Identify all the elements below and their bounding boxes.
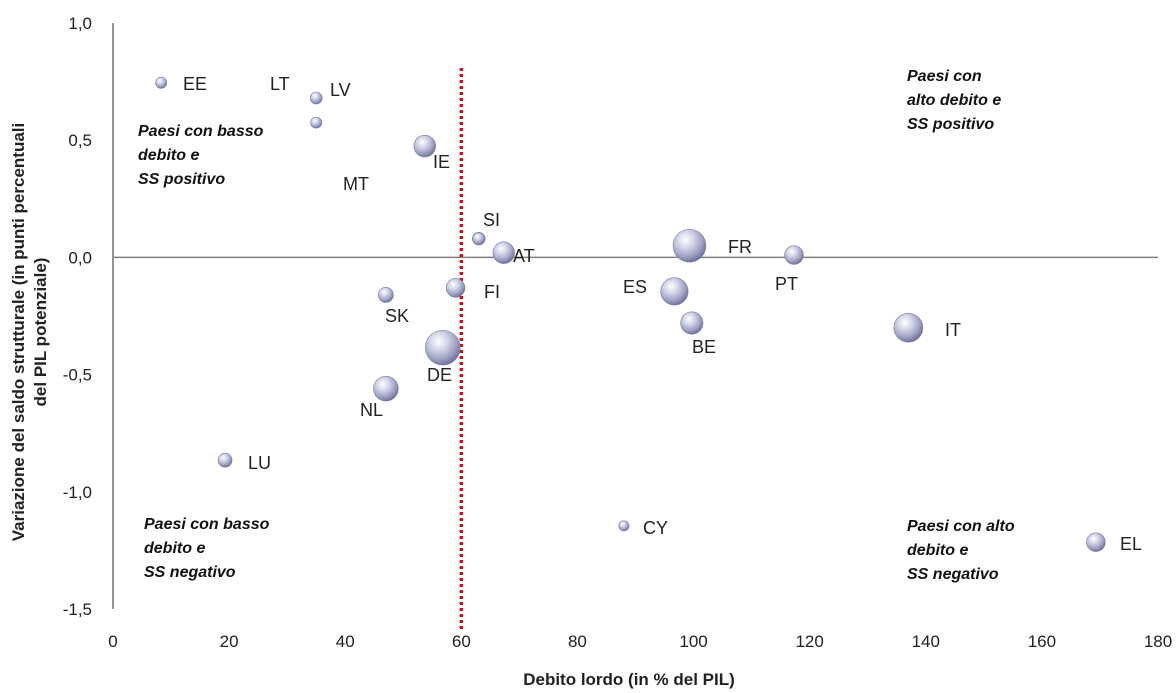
point-label-fr: FR <box>728 237 752 257</box>
bubble-nl <box>373 375 399 402</box>
point-label-es: ES <box>623 277 647 297</box>
bubble-at <box>492 241 515 264</box>
quadrant-annotation: Paesi con alto debito e SS negativo <box>907 518 1015 583</box>
x-tick-label: 140 <box>912 632 940 651</box>
x-axis-title: Debito lordo (in % del PIL) <box>523 670 735 689</box>
bubble-lv <box>309 91 323 105</box>
point-label-ie: IE <box>433 152 450 172</box>
y-tick-label: -0,5 <box>63 366 92 385</box>
x-tick-label: 180 <box>1144 632 1172 651</box>
bubble-de <box>425 329 461 366</box>
quadrant-annotation-line: SS positivo <box>907 116 994 133</box>
x-tick-label: 60 <box>452 632 471 651</box>
point-label-de: DE <box>427 365 452 385</box>
point-label-mt: MT <box>343 174 369 194</box>
bubble-fi <box>445 278 466 298</box>
point-label-lu: LU <box>248 453 271 473</box>
y-axis-title: Variazione del saldo strutturale (in pun… <box>9 123 50 541</box>
y-tick-label: 0,5 <box>68 131 92 150</box>
bubble-fr <box>672 228 707 263</box>
bubble-cy <box>618 520 630 532</box>
quadrant-annotation-line: Paesi con basso <box>144 516 270 533</box>
bubble-es <box>660 277 689 306</box>
quadrant-annotation-line: alto debito e <box>907 92 1001 109</box>
quadrant-annotation-line: debito e <box>144 540 205 557</box>
point-labels: EE LV LT IE MT SI AT FR PT FI SK ES BE IT DE NL LU CY EL <box>183 74 1142 554</box>
bubble-sk <box>377 287 394 303</box>
point-label-pt: PT <box>775 274 798 294</box>
point-label-lv: LV <box>330 80 351 100</box>
y-axis-title-line: del PIL potenziale) <box>31 258 50 407</box>
bubble-el <box>1086 532 1106 552</box>
point-label-it: IT <box>945 320 961 340</box>
quadrant-annotation-line: SS negativo <box>907 566 999 583</box>
bubble-pt <box>784 245 804 265</box>
y-tick-label: -1,0 <box>63 483 92 502</box>
bubble-ie <box>413 134 436 158</box>
quadrant-annotation-line: SS positivo <box>138 171 225 188</box>
point-label-sk: SK <box>385 306 409 326</box>
point-label-si: SI <box>483 210 500 230</box>
point-label-nl: NL <box>360 400 383 420</box>
point-label-fi: FI <box>484 282 500 302</box>
bubble-mt <box>472 232 486 245</box>
point-label-cy: CY <box>643 518 668 538</box>
quadrant-annotation: Paesi con basso debito e SS negativo <box>144 516 270 581</box>
x-tick-label: 40 <box>336 632 355 651</box>
x-tick-label: 0 <box>108 632 117 651</box>
bubble-it <box>893 312 924 343</box>
axis-titles: Debito lordo (in % del PIL) Variazione de… <box>9 123 735 689</box>
point-label-el: EL <box>1120 534 1142 554</box>
axes: 1,0 0,5 0,0 -0,5 -1,0 -1,5 0 20 40 60 80 100 120 140 1… <box>63 14 1172 651</box>
point-label-lt: LT <box>270 74 290 94</box>
quadrant-annotation: Paesi con alto debito e SS positivo <box>907 68 1001 133</box>
point-label-be: BE <box>692 337 716 357</box>
x-tick-label: 80 <box>568 632 587 651</box>
bubble-be <box>680 311 704 335</box>
y-tick-label: 0,0 <box>68 248 92 267</box>
bubble-ee <box>155 76 168 89</box>
quadrant-annotation: Paesi con basso debito e SS positivo <box>138 123 264 188</box>
x-tick-label: 20 <box>220 632 239 651</box>
data-points <box>155 76 1106 552</box>
x-tick-label: 160 <box>1028 632 1056 651</box>
x-tick-label: 120 <box>795 632 823 651</box>
x-tick-label: 100 <box>679 632 707 651</box>
point-label-ee: EE <box>183 74 207 94</box>
quadrant-annotation-line: Paesi con basso <box>138 123 264 140</box>
y-tick-label: -1,5 <box>63 600 92 619</box>
point-label-at: AT <box>513 246 535 266</box>
bubble-lu <box>217 452 233 468</box>
quadrant-annotation-line: Paesi con alto <box>907 518 1015 535</box>
y-tick-label: 1,0 <box>68 14 92 33</box>
quadrant-annotation-line: debito e <box>907 542 968 559</box>
quadrant-annotation-line: debito e <box>138 147 199 164</box>
y-axis-title-line: Variazione del saldo strutturale (in pun… <box>9 123 28 541</box>
bubble-lt <box>310 116 323 129</box>
quadrant-annotation-line: SS negativo <box>144 564 236 581</box>
quadrant-annotation-line: Paesi con <box>907 68 982 85</box>
